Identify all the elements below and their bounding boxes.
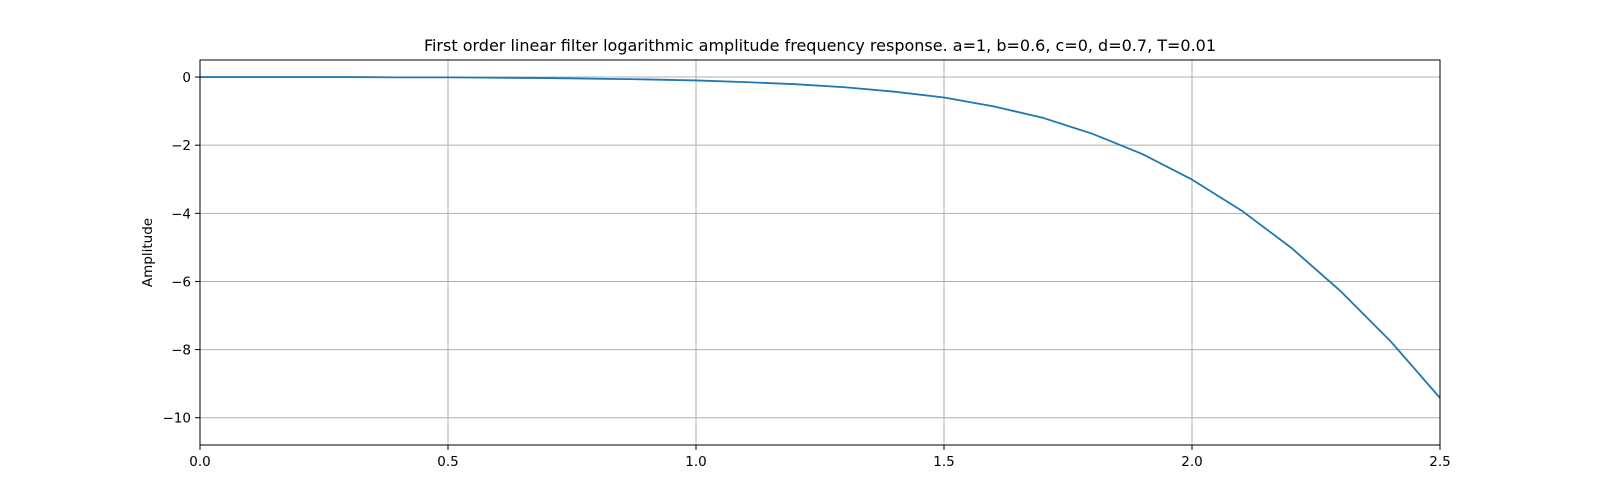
x-tick-label: 2.0: [1181, 454, 1202, 470]
x-tick-label: 1.5: [933, 454, 954, 470]
plot-frame: [199, 59, 1441, 446]
y-tick-label: −2: [171, 138, 191, 154]
y-tick-label: −10: [163, 411, 192, 427]
chart-title: First order linear filter logarithmic am…: [424, 36, 1216, 55]
y-tick-label: −8: [171, 343, 191, 359]
y-axis-label: Amplitude: [140, 218, 156, 287]
y-tick-label: −4: [171, 206, 191, 222]
x-tick-label: 1.0: [685, 454, 706, 470]
x-tick-label: 0.5: [437, 454, 458, 470]
y-tick-label: 0: [182, 70, 191, 86]
series-line: [200, 76, 1441, 399]
y-tick-label: −6: [171, 274, 191, 290]
x-tick-label: 0.0: [189, 454, 210, 470]
x-tick-label: 2.5: [1429, 454, 1450, 470]
y-axis: 0 −2 −4 −6 −8 −10: [163, 70, 200, 427]
series-layer: [200, 76, 1441, 399]
x-axis: 0.0 0.5 1.0 1.5 2.0 2.5: [189, 445, 1451, 470]
grid: [199, 60, 1441, 445]
